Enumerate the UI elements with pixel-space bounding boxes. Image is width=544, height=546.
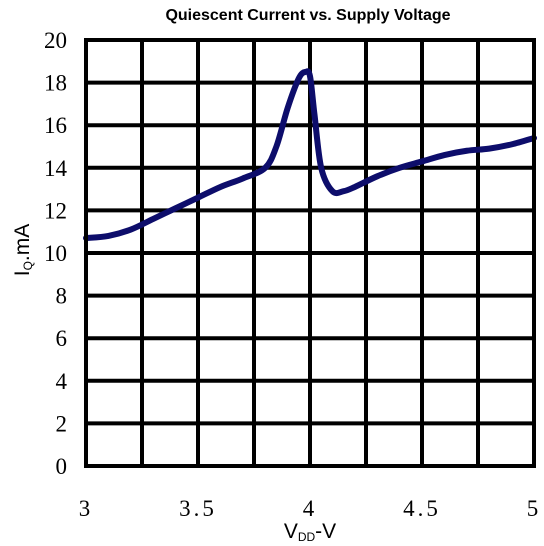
grid <box>84 38 536 468</box>
series-line <box>83 68 537 242</box>
chart-title: Quiescent Current vs. Supply Voltage <box>165 7 450 24</box>
x-tick-label: 3 <box>79 496 94 521</box>
y-tick-label: 6 <box>56 326 68 351</box>
y-tick-label: 2 <box>56 411 68 436</box>
y-axis-label-main: I <box>11 270 34 276</box>
x-tick-label: 5 <box>527 496 542 521</box>
y-tick-label: 14 <box>44 156 68 181</box>
y-tick-labels: 0 2 4 6 8 10 12 14 16 18 20 <box>44 28 68 479</box>
x-axis-label-main: V <box>284 520 298 543</box>
x-tick-label: 4.5 <box>403 496 441 521</box>
series-group <box>83 68 537 242</box>
y-tick-label: 12 <box>44 198 67 223</box>
x-tick-labels: 3 3.5 4 4.5 5 <box>79 496 542 521</box>
y-axis-label: IQ.mA <box>11 224 35 277</box>
x-axis-label-sub: DD <box>298 530 316 544</box>
x-axis-label-suffix: -V <box>315 520 336 543</box>
y-tick-label: 20 <box>44 28 67 53</box>
y-tick-label: 8 <box>56 284 68 309</box>
y-tick-label: 18 <box>44 71 67 96</box>
y-axis-label-suffix: .mA <box>11 224 34 261</box>
y-axis-label-sub: Q <box>21 261 35 270</box>
y-tick-label: 10 <box>44 241 67 266</box>
x-tick-label: 4 <box>303 496 318 521</box>
y-tick-label: 0 <box>56 454 68 479</box>
x-tick-label: 3.5 <box>179 496 217 521</box>
x-axis-label: VDD-V <box>284 520 336 544</box>
y-tick-label: 4 <box>56 369 68 394</box>
y-tick-label: 16 <box>44 113 67 138</box>
plot-frame <box>84 38 536 468</box>
